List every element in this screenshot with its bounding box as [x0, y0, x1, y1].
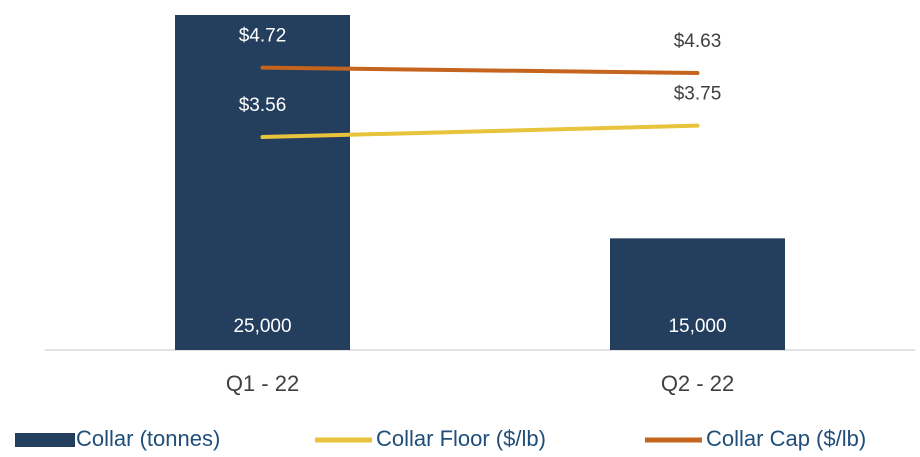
bar-value-label: 25,000	[233, 316, 291, 337]
legend-swatch	[15, 433, 75, 447]
line-series	[260, 123, 700, 140]
line-value-label: $4.72	[239, 26, 287, 47]
line-value-label: $3.56	[239, 95, 287, 116]
legend-label: Collar Cap ($/lb)	[706, 426, 866, 451]
line-value-label: $4.63	[674, 31, 722, 52]
x-tick-label: Q2 - 22	[661, 371, 734, 396]
x-tick-label: Q1 - 22	[226, 371, 299, 396]
legend-label: Collar Floor ($/lb)	[376, 426, 546, 451]
line-value-label: $3.75	[674, 84, 722, 105]
line-series	[260, 65, 700, 76]
bar	[175, 15, 350, 350]
legend-label: Collar (tonnes)	[76, 426, 220, 451]
bar	[610, 238, 785, 350]
bar-value-label: 15,000	[668, 316, 726, 337]
